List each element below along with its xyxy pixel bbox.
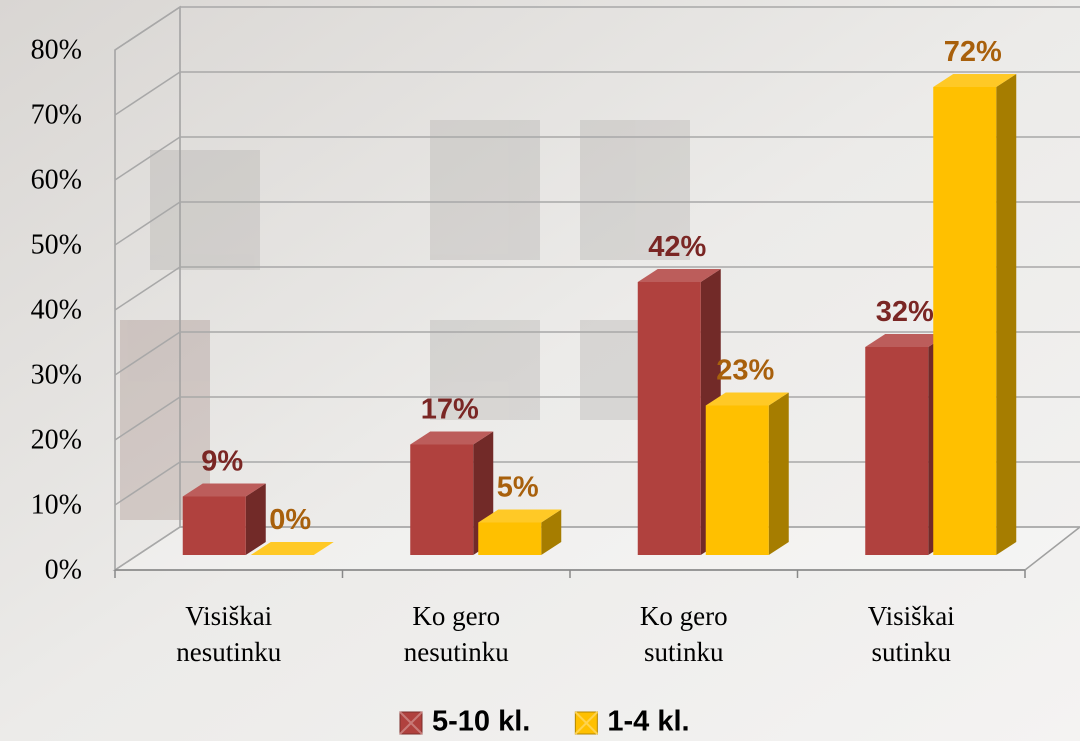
x-tick-label-line: sutinku xyxy=(871,637,951,667)
value-label: 0% xyxy=(269,504,311,536)
bar xyxy=(933,74,1016,555)
x-tick-label-line: nesutinku xyxy=(176,637,281,667)
x-tick-label-line: Visiškai xyxy=(868,601,955,631)
y-tick-label: 20% xyxy=(31,424,82,455)
y-tick-label: 40% xyxy=(31,294,82,325)
x-tick-label-line: sutinku xyxy=(644,637,724,667)
bar-front xyxy=(478,523,541,556)
x-tick-label-line: nesutinku xyxy=(404,637,509,667)
value-label: 5% xyxy=(497,472,539,504)
y-tick-label: 0% xyxy=(45,554,82,585)
x-tick-label-line: Ko gero xyxy=(412,601,500,631)
y-tick-label: 50% xyxy=(31,229,82,260)
bar xyxy=(478,510,561,556)
bar-side xyxy=(996,74,1016,555)
value-label: 9% xyxy=(201,446,243,478)
bar-front xyxy=(865,347,928,555)
y-tick-label: 70% xyxy=(31,99,82,130)
bar-front xyxy=(638,282,701,555)
legend-label: 1-4 kl. xyxy=(607,706,689,738)
bar-front xyxy=(183,497,246,556)
y-tick-label: 10% xyxy=(31,489,82,520)
y-tick-label: 60% xyxy=(31,164,82,195)
chart: 0% 10% 20% 30% 40% 50% 60% 70% 80% Visiškai nesuti… xyxy=(0,0,1080,741)
value-label: 42% xyxy=(648,231,706,263)
bar-front xyxy=(706,406,769,556)
value-label: 32% xyxy=(876,296,934,328)
bar xyxy=(706,393,789,556)
x-tick-label-line: Ko gero xyxy=(640,601,728,631)
bar xyxy=(183,484,266,556)
bar-side xyxy=(769,393,789,556)
value-label: 23% xyxy=(716,355,774,387)
legend-label: 5-10 kl. xyxy=(432,706,530,738)
bar-front xyxy=(933,87,996,555)
value-label: 72% xyxy=(944,36,1002,68)
value-label: 17% xyxy=(421,394,479,426)
x-tick-label-line: Visiškai xyxy=(185,601,272,631)
bar-front xyxy=(410,445,473,556)
y-tick-label: 30% xyxy=(31,359,82,390)
y-tick-label: 80% xyxy=(31,34,82,65)
